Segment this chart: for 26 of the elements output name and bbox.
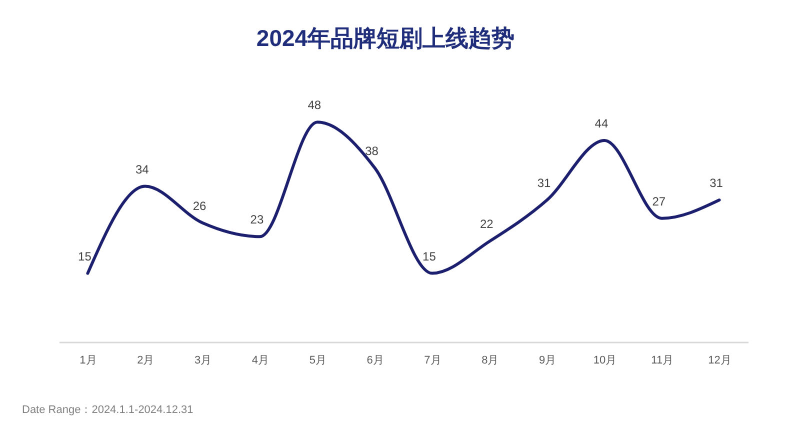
chart-title: 2024年品牌短剧上线趋势 — [256, 25, 515, 52]
data-label: 31 — [710, 176, 724, 190]
data-label: 26 — [192, 198, 207, 213]
x-tick-label: 5月 — [309, 354, 326, 366]
data-label: 38 — [365, 144, 379, 158]
x-tick-label: 11月 — [651, 354, 674, 366]
x-tick-label: 1月 — [80, 354, 97, 366]
data-label: 23 — [250, 212, 264, 227]
x-tick-label: 9月 — [538, 354, 556, 366]
x-tick-label: 7月 — [424, 354, 442, 366]
x-tick-label: 3月 — [194, 354, 212, 366]
data-label: 27 — [652, 194, 666, 208]
data-label: 48 — [308, 98, 322, 112]
data-label: 15 — [78, 249, 92, 264]
data-label: 44 — [594, 116, 608, 130]
x-tick-label: 6月 — [366, 354, 384, 366]
data-label: 31 — [537, 176, 552, 190]
x-tick-label: 12月 — [708, 354, 732, 366]
x-tick-label: 4月 — [252, 354, 270, 366]
text: Date Range：2024.1.1-2024.12.31 — [22, 404, 194, 416]
data-label: 34 — [135, 162, 150, 176]
data-label: 22 — [480, 217, 494, 232]
x-tick-label: 2月 — [137, 354, 154, 366]
x-tick-label: 10月 — [593, 354, 617, 366]
data-label: 15 — [422, 249, 436, 264]
x-tick-label: 8月 — [482, 354, 499, 366]
